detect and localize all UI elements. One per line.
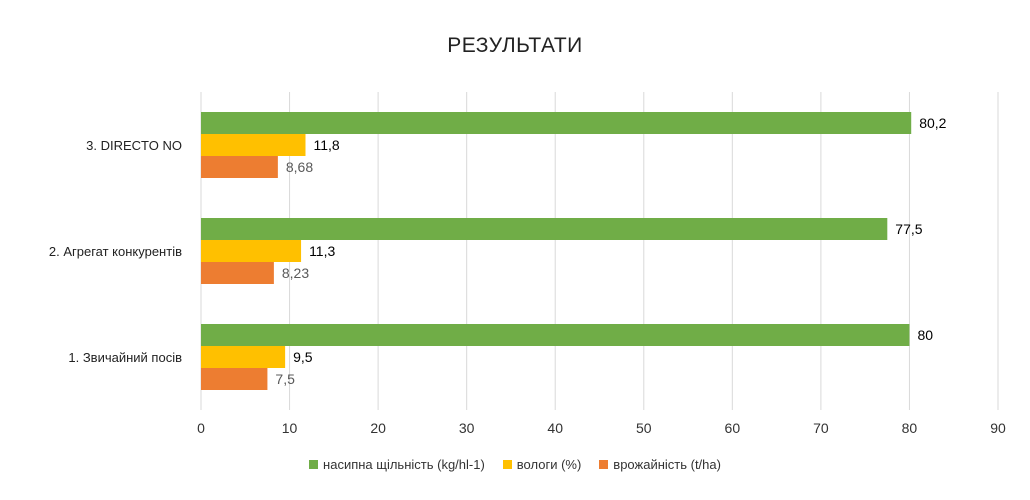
x-tick-label: 20	[370, 420, 386, 436]
data-label: 8,23	[282, 265, 309, 281]
data-label: 80	[917, 327, 933, 343]
legend-label-density: насипна щільність (kg/hl-1)	[323, 457, 485, 472]
x-tick-label: 60	[725, 420, 741, 436]
data-label: 11,8	[313, 137, 339, 153]
bar	[201, 112, 912, 134]
category-label: 3. DIRECTO NO	[86, 138, 182, 153]
legend-label-moisture: вологи (%)	[516, 457, 582, 472]
legend-item-moisture: вологи (%)	[502, 457, 582, 472]
legend-swatch-yield	[599, 460, 609, 469]
bars	[201, 112, 912, 390]
category-labels: 1. Звичайний посів 2. Агрегат конкурентів…	[49, 138, 182, 365]
bar	[201, 324, 910, 346]
chart-title: РЕЗУЛЬТАТИ	[447, 34, 583, 57]
category-label: 1. Звичайний посів	[68, 350, 182, 365]
bar	[201, 346, 286, 368]
bar	[201, 218, 888, 240]
data-label: 7,5	[275, 371, 295, 387]
x-tick-label: 90	[990, 420, 1006, 436]
legend-item-yield: врожайність (t/ha)	[599, 457, 721, 472]
data-label: 77,5	[895, 221, 922, 237]
x-tick-label: 50	[636, 420, 652, 436]
data-label: 9,5	[293, 349, 313, 365]
bar	[201, 368, 268, 390]
bar	[201, 156, 278, 178]
legend-swatch-moisture	[502, 460, 512, 469]
data-label: 8,68	[286, 159, 313, 175]
x-tick-label: 30	[459, 420, 475, 436]
category-label: 2. Агрегат конкурентів	[49, 244, 182, 259]
bar	[201, 240, 302, 262]
x-tick-labels: 0 10 20 30 40 50 60 70 80 90	[197, 420, 1006, 436]
legend-item-density: насипна щільність (kg/hl-1)	[309, 457, 485, 472]
data-labels: 80 9,5 7,5 77,5 11,38,23 80,2 11,88,68	[275, 115, 946, 387]
x-tick-label: 70	[813, 420, 829, 436]
x-tick-label: 10	[282, 420, 298, 436]
x-tick-label: 0	[197, 420, 205, 436]
legend-swatch-density	[309, 460, 319, 469]
x-tick-label: 80	[902, 420, 918, 436]
data-label: 80,2	[919, 115, 946, 131]
bar	[201, 262, 274, 284]
legend: насипна щільність (kg/hl-1) вологи (%) в…	[0, 457, 1030, 472]
bar	[201, 134, 306, 156]
data-label: 11,3	[309, 243, 335, 259]
legend-label-yield: врожайність (t/ha)	[613, 457, 721, 472]
x-tick-label: 40	[547, 420, 563, 436]
